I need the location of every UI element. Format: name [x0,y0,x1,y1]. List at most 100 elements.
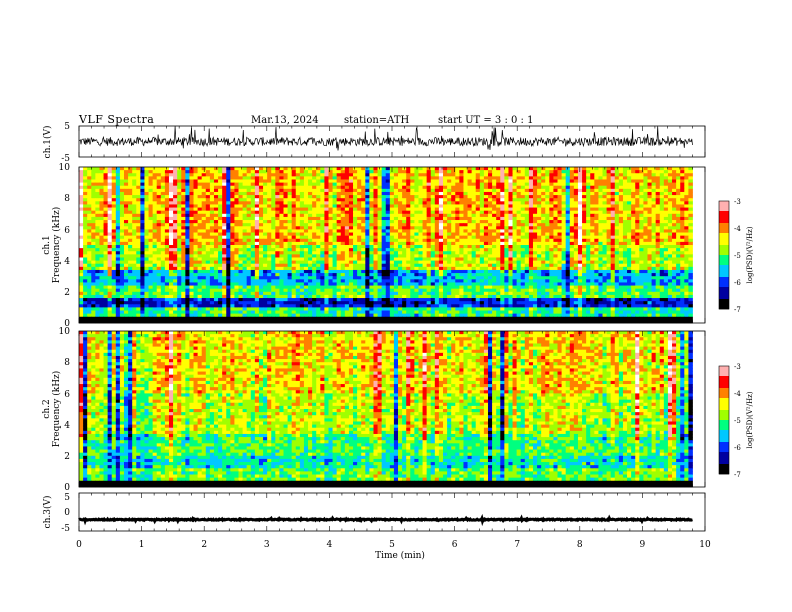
spectrogram-cell [111,204,117,208]
spectrogram-cell [119,248,125,252]
spectrogram-cell [672,223,677,227]
spectrogram-cell [639,260,644,265]
spectrogram-cell [414,204,419,208]
spectrogram-cell [565,235,571,240]
spectrogram-cell [160,173,166,177]
spectrogram-cell [479,195,485,199]
spectrogram-cell [455,216,460,221]
spectrogram-cell [639,201,644,205]
spectrogram-cell [287,220,293,224]
spectrogram-cell [569,173,575,177]
spectrogram-cell [680,173,685,177]
spectrogram-cell [144,254,149,258]
spectrogram-cell [250,182,256,187]
spectrogram-cell [144,185,149,190]
spectrogram-cell [295,198,301,202]
spectrogram-cell [602,170,607,174]
spectrogram-cell [283,185,288,190]
spectrogram-cell [680,232,685,237]
spectrogram-cell [185,235,190,240]
spectrogram-cell [377,201,383,205]
spectrogram-cell [475,241,481,246]
spectrogram-cell [422,170,428,174]
spectrogram-cell [463,248,468,252]
spectrogram-cell [279,176,284,180]
spectrogram-cell [557,210,562,215]
spectrogram-cell [91,263,96,268]
spectrogram-cell [487,229,493,233]
spectrogram-cell [602,235,607,240]
spectrogram-cell [528,182,534,187]
spectrogram-cell [234,235,239,240]
spectrogram-cell [189,229,194,233]
spectrogram-cell [573,213,579,218]
spectrogram-cell [181,223,186,227]
spectrogram-cell [586,167,591,171]
spectrogram-cell [479,210,485,215]
spectrogram-cell [369,254,374,258]
spectrogram-cell [688,226,693,230]
spectrogram-cell [422,263,428,268]
spectrogram-cell [410,238,415,243]
spectrogram-cell [271,248,276,252]
spectrogram-cell [467,229,473,233]
spectrogram-cell [201,204,207,208]
spectrogram-cell [500,167,505,171]
spectrogram-cell [111,238,117,243]
spectrogram-cell [193,260,199,265]
spectrogram-cell [353,238,358,243]
spectrogram-cell [230,245,235,249]
spectrogram-cell [430,235,436,240]
spectrogram-cell [119,185,125,190]
spectrogram-cell [487,204,493,208]
spectrogram-cell [83,254,88,258]
spectrogram-cell [177,182,182,187]
spectrogram-cell [659,232,665,237]
spectrogram-cell [144,238,149,243]
spectrogram-cell [218,201,223,205]
spectrogram-cell [496,216,501,221]
spectrogram-cell [610,167,616,171]
spectrogram-cell [479,216,485,221]
spectrogram-cell [95,251,100,255]
spectrogram-cell [287,248,293,252]
spectrogram-cell [320,167,325,171]
spectrogram-cell [373,179,378,183]
spectrogram-cell [348,207,354,212]
spectrogram-cell [398,263,403,268]
spectrogram-cell [635,216,640,221]
spectrogram-cell [173,235,178,240]
spectrogram-cell [443,176,448,180]
spectrogram-cell [144,167,149,171]
spectrogram-cell [373,248,378,252]
spectrogram-cell [316,251,321,255]
spectrogram-cell [463,210,468,215]
spectrogram-cell [222,170,227,174]
spectrogram-cell [606,226,612,230]
spectrogram-cell [357,207,362,212]
spectrogram-cell [500,198,505,202]
spectrogram-cell [643,207,648,212]
spectrogram-cell [193,226,199,230]
spectrogram-cell [508,220,513,224]
spectrogram-cell [479,245,485,249]
spectrogram-cell [434,213,440,218]
spectrogram-cell [320,210,325,215]
spectrogram-cell [316,176,321,180]
spectrogram-cell [483,229,489,233]
spectrogram-cell [83,241,88,246]
spectrogram-cell [340,223,346,227]
spectrogram-cell [381,263,387,268]
spectrogram-cell [79,257,84,261]
ch1-ylabel: ch.1(V) [42,126,53,159]
spectrogram-cell [434,251,440,255]
spectrogram-cell [353,226,358,230]
spectrogram-cell [230,226,235,230]
spectrogram-cell [299,201,305,205]
spectrogram-cell [430,238,436,243]
spectrogram-cell [659,191,665,196]
spectrogram-cell [688,223,693,227]
spectrogram-cell [320,260,325,265]
spectrogram-cell [340,176,346,180]
spectrogram-cell [667,173,673,177]
